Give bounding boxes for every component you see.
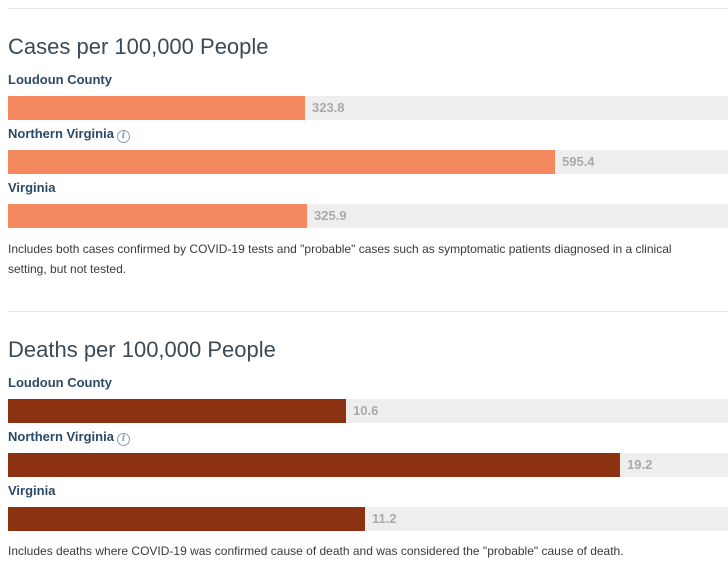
section-divider [8, 311, 728, 312]
bar-track: 11.2 [8, 507, 728, 531]
bar-label-virginia: Virginia [8, 483, 56, 498]
bar-label-northern-virginia: Northern Virginia i [8, 429, 130, 446]
cases-bar-loudoun: Loudoun County 323.8 [8, 72, 728, 122]
bar-value-cases-virginia: 325.9 [314, 208, 347, 223]
bar-track: 323.8 [8, 96, 728, 120]
bar-value-deaths-northern-virginia: 19.2 [627, 457, 653, 472]
info-icon[interactable]: i [116, 433, 130, 446]
bar-fill-deaths-northern-virginia [8, 453, 620, 477]
top-divider [8, 8, 728, 9]
bar-fill-cases-loudoun [8, 96, 305, 120]
bar-fill-cases-virginia [8, 204, 307, 228]
cases-note: Includes both cases confirmed by COVID-1… [8, 242, 672, 276]
deaths-note: Includes deaths where COVID-19 was confi… [8, 544, 624, 558]
cases-section: Cases per 100,000 People Loudoun County … [8, 34, 728, 284]
bar-label-loudoun: Loudoun County [8, 375, 112, 390]
bar-label-loudoun: Loudoun County [8, 72, 112, 87]
bar-fill-deaths-loudoun [8, 399, 346, 423]
bar-value-cases-loudoun: 323.8 [312, 100, 345, 115]
bar-track: 10.6 [8, 399, 728, 423]
bar-value-deaths-virginia: 11.2 [372, 511, 397, 526]
bar-label-virginia: Virginia [8, 180, 56, 195]
bar-fill-cases-northern-virginia [8, 150, 555, 174]
info-icon[interactable]: i [116, 130, 130, 143]
cases-bar-northern-virginia: Northern Virginia i 595.4 [8, 126, 728, 176]
cases-bar-virginia: Virginia 325.9 [8, 180, 728, 230]
bar-value-deaths-loudoun: 10.6 [353, 403, 379, 418]
bar-track: 325.9 [8, 204, 728, 228]
bar-track: 19.2 [8, 453, 728, 477]
bar-value-cases-northern-virginia: 595.4 [562, 154, 595, 169]
deaths-section: Deaths per 100,000 People Loudoun County… [8, 337, 728, 567]
deaths-bar-virginia: Virginia 11.2 [8, 483, 728, 533]
bar-fill-deaths-virginia [8, 507, 365, 531]
bar-track: 595.4 [8, 150, 728, 174]
deaths-bar-northern-virginia: Northern Virginia i 19.2 [8, 429, 728, 479]
deaths-title: Deaths per 100,000 People [8, 337, 276, 362]
bar-label-northern-virginia: Northern Virginia i [8, 126, 130, 143]
deaths-bar-loudoun: Loudoun County 10.6 [8, 375, 728, 425]
cases-title: Cases per 100,000 People [8, 34, 269, 59]
